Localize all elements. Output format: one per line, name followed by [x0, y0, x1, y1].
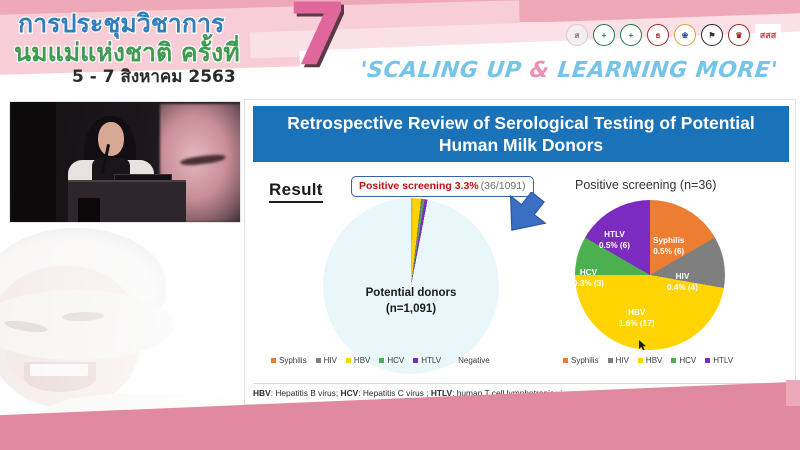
positive-screening-pie-chart: Syphilis Syphilis 0.5% (6) 0.5% (6) HIV … [573, 200, 725, 351]
presentation-slide: Retrospective Review of Serological Test… [244, 99, 796, 405]
legend-item-syphilis: Syphilis [271, 356, 307, 365]
conference-edition-number: 7 [288, 0, 348, 85]
legend-label-hiv-right: HIV [615, 356, 629, 365]
pie-label-htlv-name: HTLV [604, 230, 625, 239]
positive-screening-callout: Positive screening 3.3% (36/1091) [351, 176, 534, 197]
legend-swatch-syphilis-icon [271, 358, 276, 363]
tagline-text-pre: 'SCALING UP [358, 57, 532, 84]
positive-screening-pie-slices [575, 200, 725, 350]
pie-label-hbv-name: HBV [628, 308, 646, 317]
pie-label-hiv-pct: 0.4% (4) [667, 282, 698, 292]
speaker-face [98, 122, 124, 156]
legend-swatch-htlv-icon [413, 358, 419, 363]
down-right-arrow-icon [503, 185, 559, 242]
pie-label-hbv: HBV 1.6% (17) [619, 308, 655, 329]
potential-donors-label-line2: (n=1,091) [385, 302, 437, 315]
conference-header-banner: การประชุมวิชาการ นมแม่แห่งชาติ ครั้งที่ … [0, 0, 800, 95]
legend-swatch-hbv-icon [345, 358, 351, 363]
pie-label-htlv: HTLV 0.5% (6) [599, 230, 630, 251]
sponsor-logo-row: ส + + ธ ❀ ⚑ ♛ สสส [566, 24, 781, 46]
legend-item-negative: Negative [450, 356, 490, 365]
baby-photo-fade-overlay [0, 226, 246, 426]
podium-panel [78, 198, 100, 222]
legend-item-hiv-right: HIV [607, 356, 629, 365]
legend-item-hiv: HIV [315, 356, 337, 365]
pie-label-hiv: HIV 0.4% (4) [667, 272, 698, 293]
legend-label-syphilis-right: Syphilis [571, 356, 599, 365]
logo-health-green-2-icon: + [620, 24, 642, 46]
logo-foundation-icon: ส [566, 24, 588, 46]
conference-date: 5 - 7 สิงหาคม 2563 [72, 67, 236, 87]
conference-tagline: 'SCALING UP & LEARNING MORE' [358, 57, 780, 84]
legend-swatch-negative-icon [450, 358, 456, 363]
logo-crown-red-icon: ♛ [728, 24, 750, 46]
legend-item-syphilis-right: Syphilis [563, 356, 599, 365]
legend-swatch-htlv-right-icon [705, 358, 711, 363]
potential-donors-pie-chart: Potential donors (n=1,091) [323, 198, 499, 374]
logo-university-black-icon: ⚑ [701, 24, 723, 46]
legend-label-hcv-right: HCV [679, 356, 697, 365]
conference-title-thai-line1: การประชุมวิชาการ [17, 8, 226, 39]
legend-label-hbv: HBV [353, 356, 371, 365]
legend-item-htlv-right: HTLV [705, 356, 733, 365]
legend-swatch-hiv-right-icon [607, 358, 613, 363]
logo-sss-icon: สสส [755, 24, 781, 46]
legend-label-syphilis: Syphilis [279, 356, 307, 365]
video-left-panel [12, 102, 56, 222]
potential-donors-label-line1: Potential donors [365, 287, 457, 299]
legend-item-hcv-right: HCV [671, 356, 696, 365]
pie-label-syphilis-pct: 0.5% (6) [653, 246, 685, 256]
legend-label-hiv: HIV [323, 356, 337, 365]
result-heading: Result [269, 180, 323, 203]
legend-item-hcv: HCV [379, 356, 404, 365]
legend-label-htlv: HTLV [421, 356, 442, 365]
legend-label-hcv: HCV [387, 356, 405, 365]
slide-title: Retrospective Review of Serological Test… [253, 106, 789, 162]
pie-label-syphilis: Syphilis Syphilis 0.5% (6) 0.5% (6) [653, 236, 684, 257]
legend-item-hbv: HBV [345, 356, 371, 365]
logo-royal-emblem-icon: ❀ [674, 24, 696, 46]
potential-donors-pie-slices [323, 198, 499, 374]
logo-health-green-1-icon: + [593, 24, 615, 46]
pie-label-syphilis-name: Syphilis [653, 236, 685, 245]
legend-label-negative: Negative [458, 356, 490, 365]
right-pink-edge-accent [786, 380, 800, 406]
legend-label-hbv-right: HBV [645, 356, 663, 365]
pie-label-hcv-pct: 0.3% (3) [573, 278, 604, 288]
pie-label-hcv: HCV 0.3% (3) [573, 268, 604, 289]
pie-label-hiv-name: HIV [675, 272, 690, 281]
legend-label-htlv-right: HTLV [713, 356, 734, 365]
legend-positive-screening: Syphilis HIV HBV HCV HTLV [563, 356, 733, 365]
mouse-cursor-icon [639, 338, 647, 351]
logo-ministry-red-icon: ธ [647, 24, 669, 46]
potential-donors-pie-label: Potential donors (n=1,091) [323, 286, 499, 317]
pie-label-htlv-pct: 0.5% (6) [599, 240, 630, 250]
legend-swatch-hiv-icon [315, 358, 321, 363]
pie-label-hbv-pct: 1.6% (17) [619, 318, 655, 328]
legend-item-htlv: HTLV [413, 356, 441, 365]
pie-label-hcv-name: HCV [579, 268, 598, 277]
legend-swatch-hcv-icon [379, 358, 385, 363]
background-baby-photo [0, 226, 246, 426]
legend-swatch-hbv-right-icon [637, 358, 643, 363]
positive-screening-chart-title: Positive screening (n=36) [575, 178, 717, 192]
legend-potential-donors: Syphilis HIV HBV HCV HTLV Negative [271, 356, 490, 365]
speaker-video-inset[interactable] [9, 101, 241, 223]
tagline-text-post: LEARNING MORE' [548, 57, 779, 84]
legend-swatch-hcv-right-icon [671, 358, 677, 363]
conference-title-thai-line2: นมแม่แห่งชาติ ครั้งที่ [13, 37, 241, 68]
legend-item-hbv-right: HBV [637, 356, 663, 365]
callout-percent: Positive screening 3.3% [359, 180, 479, 192]
callout-fraction: (36/1091) [480, 180, 526, 192]
legend-swatch-syphilis-right-icon [563, 358, 568, 363]
